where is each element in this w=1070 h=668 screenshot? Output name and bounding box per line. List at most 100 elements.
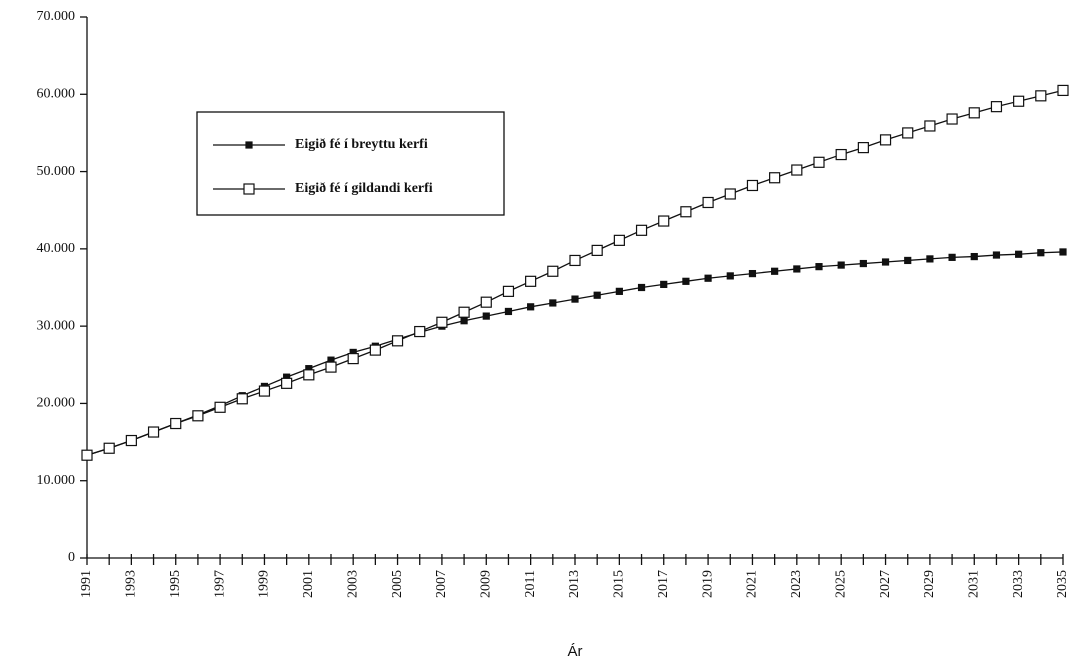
marker <box>924 120 936 132</box>
marker <box>1035 90 1047 102</box>
marker <box>702 196 714 209</box>
x-tick-label: 2033 <box>1011 570 1026 598</box>
marker <box>682 277 690 285</box>
marker <box>680 206 692 218</box>
marker <box>347 353 359 365</box>
marker <box>103 442 115 454</box>
x-tick-label: 2025 <box>833 570 848 598</box>
marker <box>881 258 890 266</box>
x-tick-label: 2011 <box>523 570 538 597</box>
marker <box>593 291 601 299</box>
x-tick-label: 2009 <box>478 570 493 598</box>
marker <box>414 325 426 338</box>
marker <box>547 265 559 277</box>
x-tick-label: 2019 <box>700 570 715 598</box>
marker <box>748 269 757 278</box>
y-tick-label: 60.000 <box>37 87 76 102</box>
x-tick-label: 1995 <box>168 570 183 598</box>
marker <box>504 307 513 316</box>
marker <box>968 107 980 119</box>
marker <box>879 134 892 146</box>
x-tick-label: 2005 <box>390 570 405 598</box>
x-tick-label: 2015 <box>612 570 627 598</box>
marker <box>859 259 867 268</box>
marker <box>391 335 404 347</box>
marker <box>571 295 579 303</box>
marker <box>458 306 470 318</box>
line <box>86 251 1064 456</box>
marker <box>480 296 492 308</box>
x-axis-label: Ár <box>568 643 583 660</box>
marker <box>793 265 801 273</box>
x-tick-label: 2035 <box>1055 570 1070 598</box>
marker <box>613 234 625 246</box>
legend-box <box>196 111 505 216</box>
marker <box>948 253 956 261</box>
marker <box>837 261 845 269</box>
marker <box>726 272 734 280</box>
marker <box>660 280 668 289</box>
x-tick-label: 2003 <box>345 570 360 598</box>
marker <box>192 410 204 422</box>
legend-marker <box>245 141 253 149</box>
marker <box>549 299 557 307</box>
marker <box>704 274 712 282</box>
marker <box>637 283 646 292</box>
marker <box>791 164 803 176</box>
marker <box>236 393 248 405</box>
marker <box>81 449 93 461</box>
marker <box>303 369 315 381</box>
marker <box>325 361 337 373</box>
marker <box>591 244 603 257</box>
marker <box>1059 248 1067 256</box>
marker <box>569 254 581 267</box>
marker <box>147 426 160 438</box>
marker <box>990 101 1003 113</box>
marker <box>281 377 293 389</box>
x-tick-label: 2023 <box>789 570 804 598</box>
marker <box>615 287 623 295</box>
marker <box>815 263 823 271</box>
marker <box>527 303 535 311</box>
x-tick-label: 2021 <box>745 570 760 598</box>
y-tick-label: 30.000 <box>37 318 76 333</box>
x-tick-label: 2007 <box>434 570 449 598</box>
marker <box>1015 250 1023 258</box>
marker <box>724 188 736 200</box>
y-tick-label: 0 <box>68 550 75 565</box>
marker <box>482 312 490 320</box>
marker <box>635 224 648 236</box>
x-tick-label: 2013 <box>567 570 582 598</box>
marker <box>436 316 448 328</box>
y-tick-label: 70.000 <box>37 9 76 24</box>
legend-label: Eigið fé í gildandi kerfi <box>295 180 433 196</box>
marker <box>926 255 934 263</box>
marker <box>460 317 468 325</box>
marker <box>857 142 869 154</box>
x-tick-label: 2031 <box>966 570 981 598</box>
marker <box>658 215 670 227</box>
marker <box>771 267 779 275</box>
y-tick-label: 20.000 <box>37 396 76 411</box>
marker <box>502 285 515 297</box>
marker <box>946 113 958 125</box>
marker <box>902 127 914 139</box>
y-tick-label: 50.000 <box>37 164 76 179</box>
marker <box>835 148 847 161</box>
x-tick-label: 1997 <box>212 570 227 598</box>
marker <box>813 156 825 168</box>
marker <box>125 434 137 447</box>
marker <box>1037 249 1045 257</box>
x-tick-label: 2001 <box>301 570 316 598</box>
legend-marker <box>243 183 255 195</box>
legend-label: Eigið fé í breyttu kerfi <box>295 136 428 152</box>
x-tick-label: 1999 <box>257 570 272 598</box>
y-tick-label: 10.000 <box>37 473 76 488</box>
x-tick-label: 2027 <box>878 570 893 598</box>
y-tick-label: 40.000 <box>37 241 76 256</box>
marker <box>369 344 381 356</box>
x-tick-label: 1993 <box>124 570 139 598</box>
marker <box>769 172 781 184</box>
x-tick-label: 2029 <box>922 570 937 598</box>
marker <box>525 275 537 287</box>
